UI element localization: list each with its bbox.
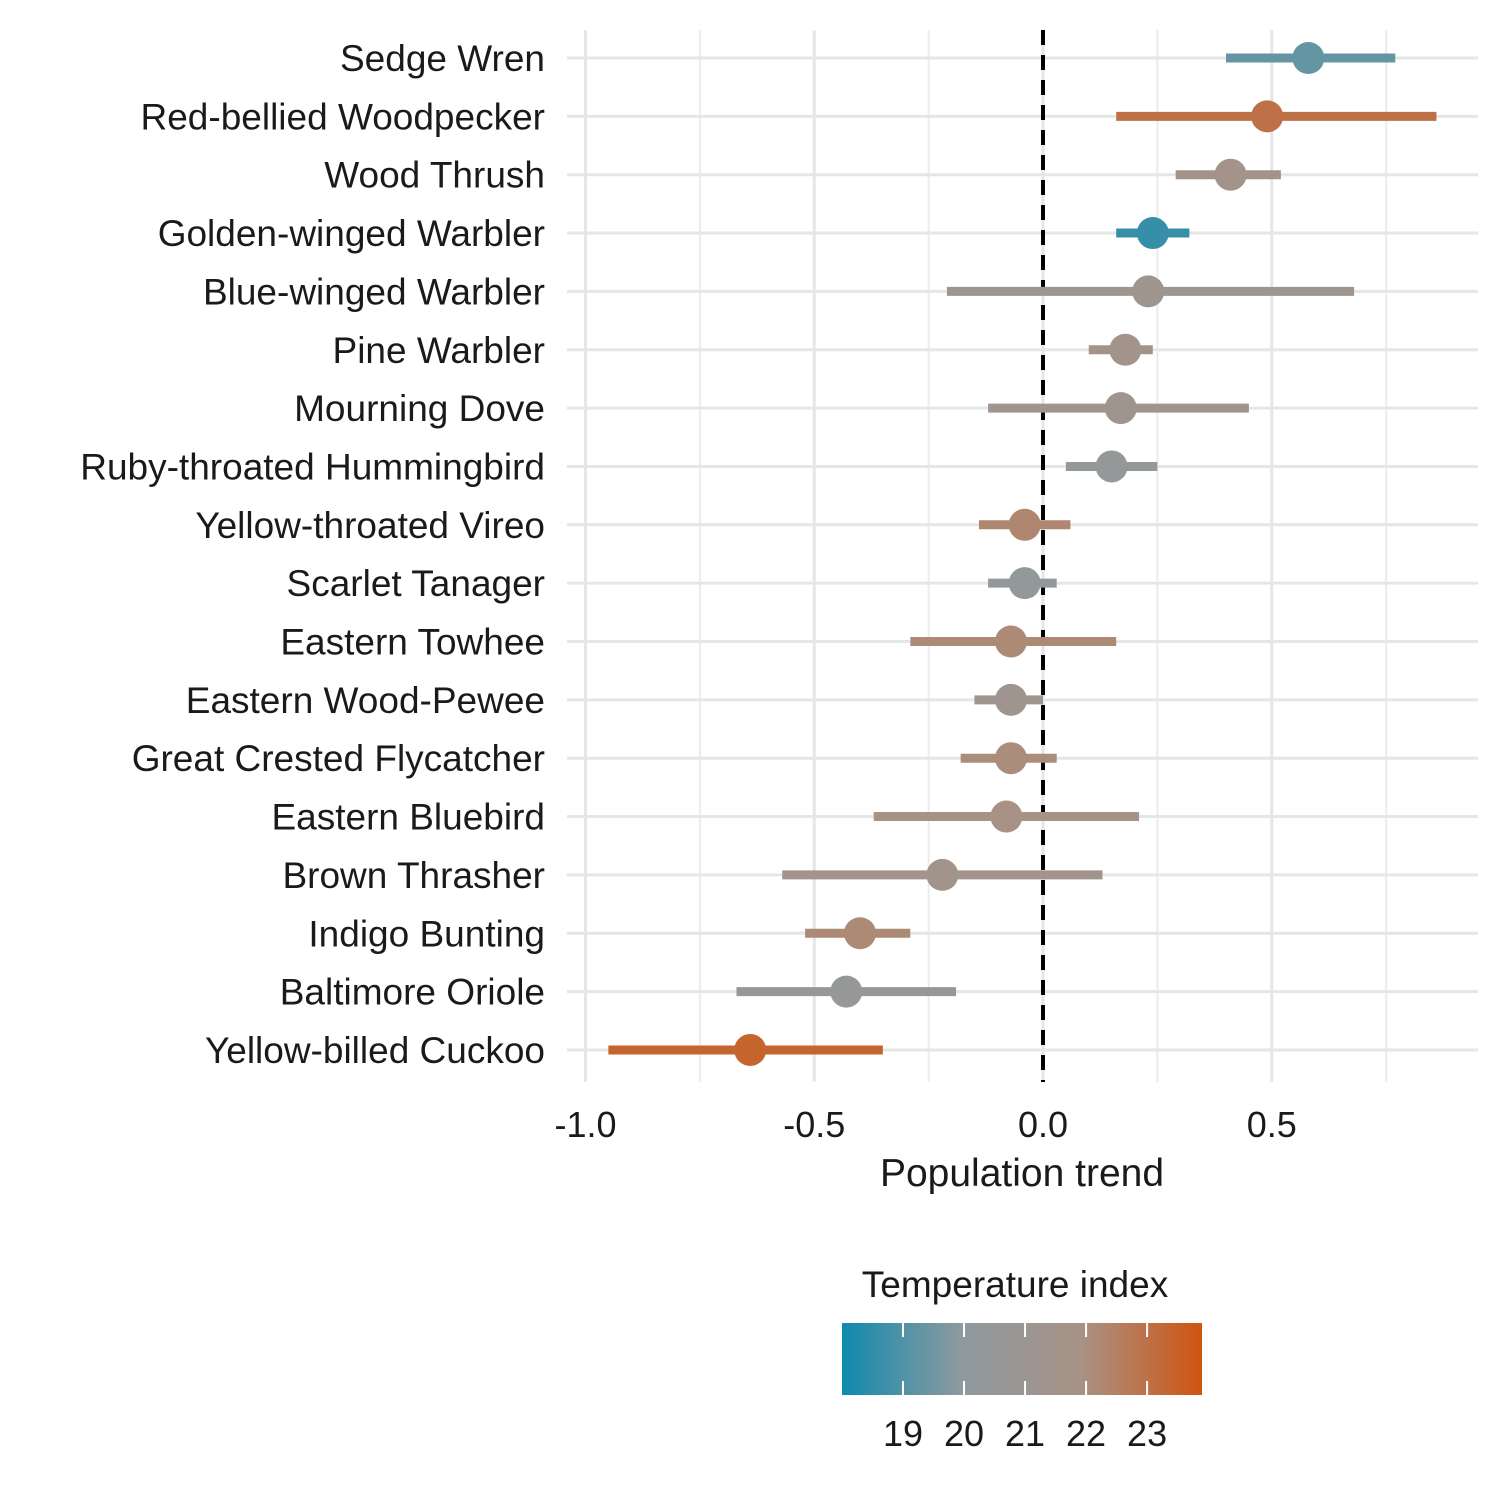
estimate-points [734,42,1325,1066]
estimate-point [1136,217,1169,250]
estimate-point [994,683,1027,716]
estimate-point [1292,42,1325,74]
estimate-point [1251,100,1284,133]
estimate-point [994,625,1027,658]
legend-tick-label: 20 [944,1413,984,1454]
estimate-point [734,1033,767,1066]
x-axis-tick-labels: -1.0 -0.5 0.0 0.5 [554,1104,1296,1145]
estimate-point [926,858,959,891]
species-label: Mourning Dove [294,388,545,429]
estimate-point [1008,508,1041,541]
species-label: Indigo Bunting [308,913,545,954]
species-label: Eastern Bluebird [271,797,545,838]
species-label: Ruby-throated Hummingbird [80,446,545,487]
species-label: Golden-winged Warbler [158,213,545,254]
confidence-intervals [608,53,1437,1055]
species-labels: Sedge Wren Red-bellied Woodpecker Wood Thr… [80,38,545,1071]
estimate-point [994,742,1027,775]
x-tick-label: 0.5 [1247,1104,1297,1145]
estimate-point [844,917,876,950]
species-label: Sedge Wren [340,38,545,79]
estimate-point [1104,392,1137,425]
species-label: Baltimore Oriole [280,972,545,1013]
species-label: Eastern Wood-Pewee [186,680,545,721]
legend: Temperature index 19 20 21 22 23 [842,1264,1202,1454]
estimate-point [830,975,863,1008]
x-tick-label: -1.0 [554,1104,616,1145]
legend-tick-labels: 19 20 21 22 23 [883,1323,1167,1454]
x-axis-title: Population trend [880,1152,1164,1195]
estimate-point [1095,450,1128,483]
legend-tick-label: 22 [1066,1413,1106,1454]
legend-title: Temperature index [862,1264,1169,1305]
estimate-point [1214,158,1247,191]
species-label: Eastern Towhee [280,622,545,663]
species-label: Blue-winged Warbler [203,271,545,312]
x-tick-label: -0.5 [783,1104,845,1145]
minor-gridlines [698,30,1388,1082]
species-label: Red-bellied Woodpecker [141,96,546,137]
estimate-point [1008,567,1041,600]
estimate-point [1132,275,1165,308]
legend-colorbar [842,1323,1202,1395]
x-tick-label: 0.0 [1018,1104,1068,1145]
species-label: Scarlet Tanager [287,563,545,604]
species-label: Yellow-throated Vireo [195,505,545,546]
estimate-point [990,800,1023,833]
major-gridlines [567,30,1478,1082]
legend-tick-label: 23 [1127,1413,1167,1454]
species-label: Brown Thrasher [282,855,545,896]
estimate-point [1109,333,1142,366]
species-label: Yellow-billed Cuckoo [205,1030,545,1071]
legend-tick-label: 19 [883,1413,923,1454]
species-label: Pine Warbler [333,330,545,371]
species-label: Great Crested Flycatcher [132,738,545,779]
legend-tick-label: 21 [1005,1413,1045,1454]
species-label: Wood Thrush [324,155,545,196]
